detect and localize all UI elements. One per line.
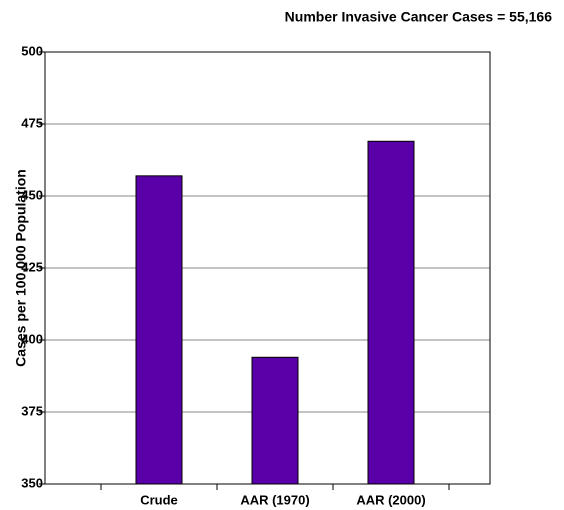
y-tick-label: 450 (21, 187, 43, 202)
chart-title: Number Invasive Cancer Cases = 55,166 (285, 9, 553, 25)
x-tick-label: Crude (140, 492, 178, 507)
x-tick-label: AAR (2000) (356, 492, 425, 507)
bar (251, 356, 299, 485)
y-axis-label: Cases per 100,000 Population (13, 169, 29, 367)
bar (135, 175, 183, 485)
y-tick-label: 375 (21, 403, 43, 418)
y-tick-label: 400 (21, 331, 43, 346)
y-tick-label: 475 (21, 115, 43, 130)
y-tick-label: 500 (21, 43, 43, 58)
x-tick-label: AAR (1970) (240, 492, 309, 507)
y-tick-label: 425 (21, 259, 43, 274)
y-tick-label: 350 (21, 475, 43, 490)
bar (367, 140, 415, 485)
